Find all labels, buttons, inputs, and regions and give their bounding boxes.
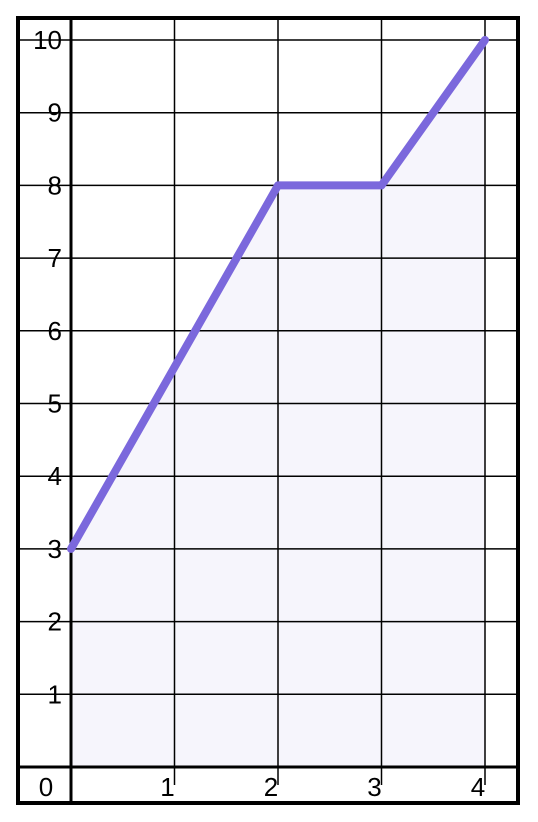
y-tick-label-9: 9 <box>48 98 62 128</box>
y-tick-label-3: 3 <box>48 534 62 564</box>
x-tick-label-1: 1 <box>160 772 174 802</box>
series-line <box>67 36 489 553</box>
x-tick-label-3: 3 <box>367 772 381 802</box>
tick-labels: 0 1 2 3 4 1 2 3 4 5 6 7 8 9 10 <box>33 25 485 802</box>
y-tick-label-6: 6 <box>48 316 62 346</box>
y-tick-label-5: 5 <box>48 389 62 419</box>
x-tick-label-0: 0 <box>39 772 53 802</box>
y-tick-label-4: 4 <box>48 461 62 491</box>
x-tick-label-2: 2 <box>264 772 278 802</box>
y-tick-label-1: 1 <box>48 679 62 709</box>
x-tick-label-4: 4 <box>471 772 485 802</box>
y-tick-label-10: 10 <box>33 25 62 55</box>
y-tick-label-2: 2 <box>48 607 62 637</box>
grid-lines <box>18 18 518 785</box>
y-tick-label-8: 8 <box>48 170 62 200</box>
y-tick-label-7: 7 <box>48 243 62 273</box>
